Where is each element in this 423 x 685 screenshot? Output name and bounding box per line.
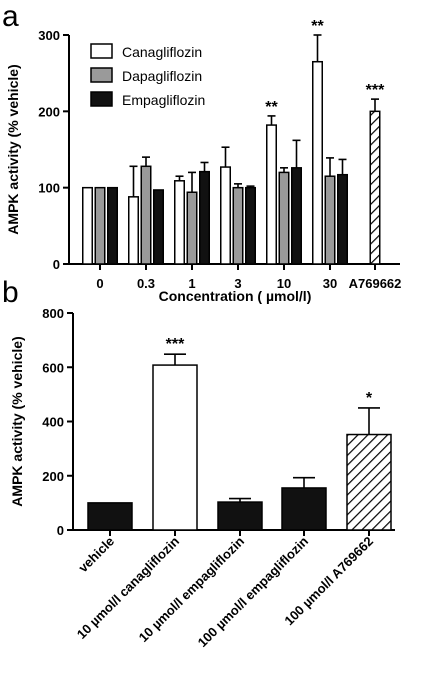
x-tick-label-b: 100 µmol/l empagliflozin bbox=[195, 533, 312, 650]
legend-label-empagliflozin: Empagliflozin bbox=[122, 92, 205, 108]
y-tick-label-a: 0 bbox=[53, 257, 60, 272]
chart-a: 0 100 200 300 0 0.3 1 3 10 30 A769662 Concentration… bbox=[5, 18, 401, 304]
y-tick-label-b: 600 bbox=[42, 360, 64, 375]
y-tick-label-a: 100 bbox=[38, 181, 60, 196]
y-tick-label-b: 200 bbox=[42, 469, 64, 484]
x-tick-label-a: 3 bbox=[234, 276, 241, 291]
x-tick-label-a: 0.3 bbox=[137, 276, 155, 291]
bar-b bbox=[346, 433, 392, 531]
bar-a-canagliflozin bbox=[82, 186, 93, 265]
bar-a-dapagliflozin bbox=[140, 165, 152, 265]
bar-a-empagliflozin bbox=[337, 173, 348, 265]
bar-a-empagliflozin bbox=[199, 170, 210, 265]
y-tick-label-a: 300 bbox=[38, 28, 60, 43]
legend-swatch-empagliflozin bbox=[90, 91, 113, 107]
x-tick-label-a: 0 bbox=[96, 276, 103, 291]
bar-a-empagliflozin bbox=[107, 186, 118, 265]
significance-a: *** bbox=[366, 82, 385, 99]
y-tick-label-b: 800 bbox=[42, 306, 64, 321]
x-tick-label-a: 10 bbox=[277, 276, 291, 291]
legend-label-dapagliflozin: Dapagliflozin bbox=[122, 68, 202, 84]
bar-a-empagliflozin bbox=[245, 186, 256, 265]
x-tick-label-a: 30 bbox=[323, 276, 337, 291]
significance-a: ** bbox=[311, 18, 324, 35]
legend-swatch-canagliflozin bbox=[90, 43, 113, 59]
legend-swatch-dapagliflozin bbox=[90, 67, 113, 83]
bar-b bbox=[87, 502, 133, 531]
panel-b-label: b bbox=[2, 276, 19, 309]
bar-b bbox=[217, 501, 263, 531]
y-axis-title-a: AMPK activity (% vehicle) bbox=[5, 64, 21, 234]
x-tick-label-a: A769662 bbox=[349, 276, 402, 291]
bar-a-canagliflozin bbox=[266, 124, 277, 265]
bar-a-empagliflozin bbox=[291, 167, 302, 265]
x-axis-title-a: Concentration ( µmol/l) bbox=[159, 288, 312, 304]
bar-b bbox=[281, 487, 327, 531]
y-tick-label-a: 200 bbox=[38, 104, 60, 119]
y-tick-label-b: 400 bbox=[42, 415, 64, 430]
bar-a-dapagliflozin bbox=[94, 186, 106, 265]
x-tick-label-a: 1 bbox=[188, 276, 195, 291]
panel-a-label: a bbox=[2, 0, 19, 33]
bar-a-dapagliflozin bbox=[232, 186, 244, 265]
bar-a-canagliflozin bbox=[220, 166, 231, 265]
y-axis-title-b: AMPK activity (% vehicle) bbox=[9, 336, 25, 506]
bar-a-a769662 bbox=[369, 110, 381, 265]
bar-a-canagliflozin bbox=[312, 60, 323, 265]
bar-a-empagliflozin bbox=[153, 189, 164, 265]
x-tick-label-b: vehicle bbox=[75, 534, 117, 576]
chart-b: 0 200 400 600 800 AMPK activity (% vehicle) ve… bbox=[9, 306, 395, 650]
significance-b: *** bbox=[166, 336, 185, 353]
bar-a-canagliflozin bbox=[174, 180, 185, 265]
bar-a-canagliflozin bbox=[128, 196, 139, 265]
bar-b bbox=[152, 364, 198, 531]
significance-a: ** bbox=[265, 99, 278, 116]
y-tick-label-b: 0 bbox=[57, 523, 64, 538]
x-tick-label-b: 10 µmol/l empagliflozin bbox=[136, 533, 247, 644]
bar-a-dapagliflozin bbox=[278, 171, 290, 265]
bar-a-dapagliflozin bbox=[186, 191, 198, 265]
legend-label-canagliflozin: Canagliflozin bbox=[122, 44, 202, 60]
significance-b: * bbox=[366, 390, 373, 407]
bar-a-dapagliflozin bbox=[324, 175, 336, 265]
